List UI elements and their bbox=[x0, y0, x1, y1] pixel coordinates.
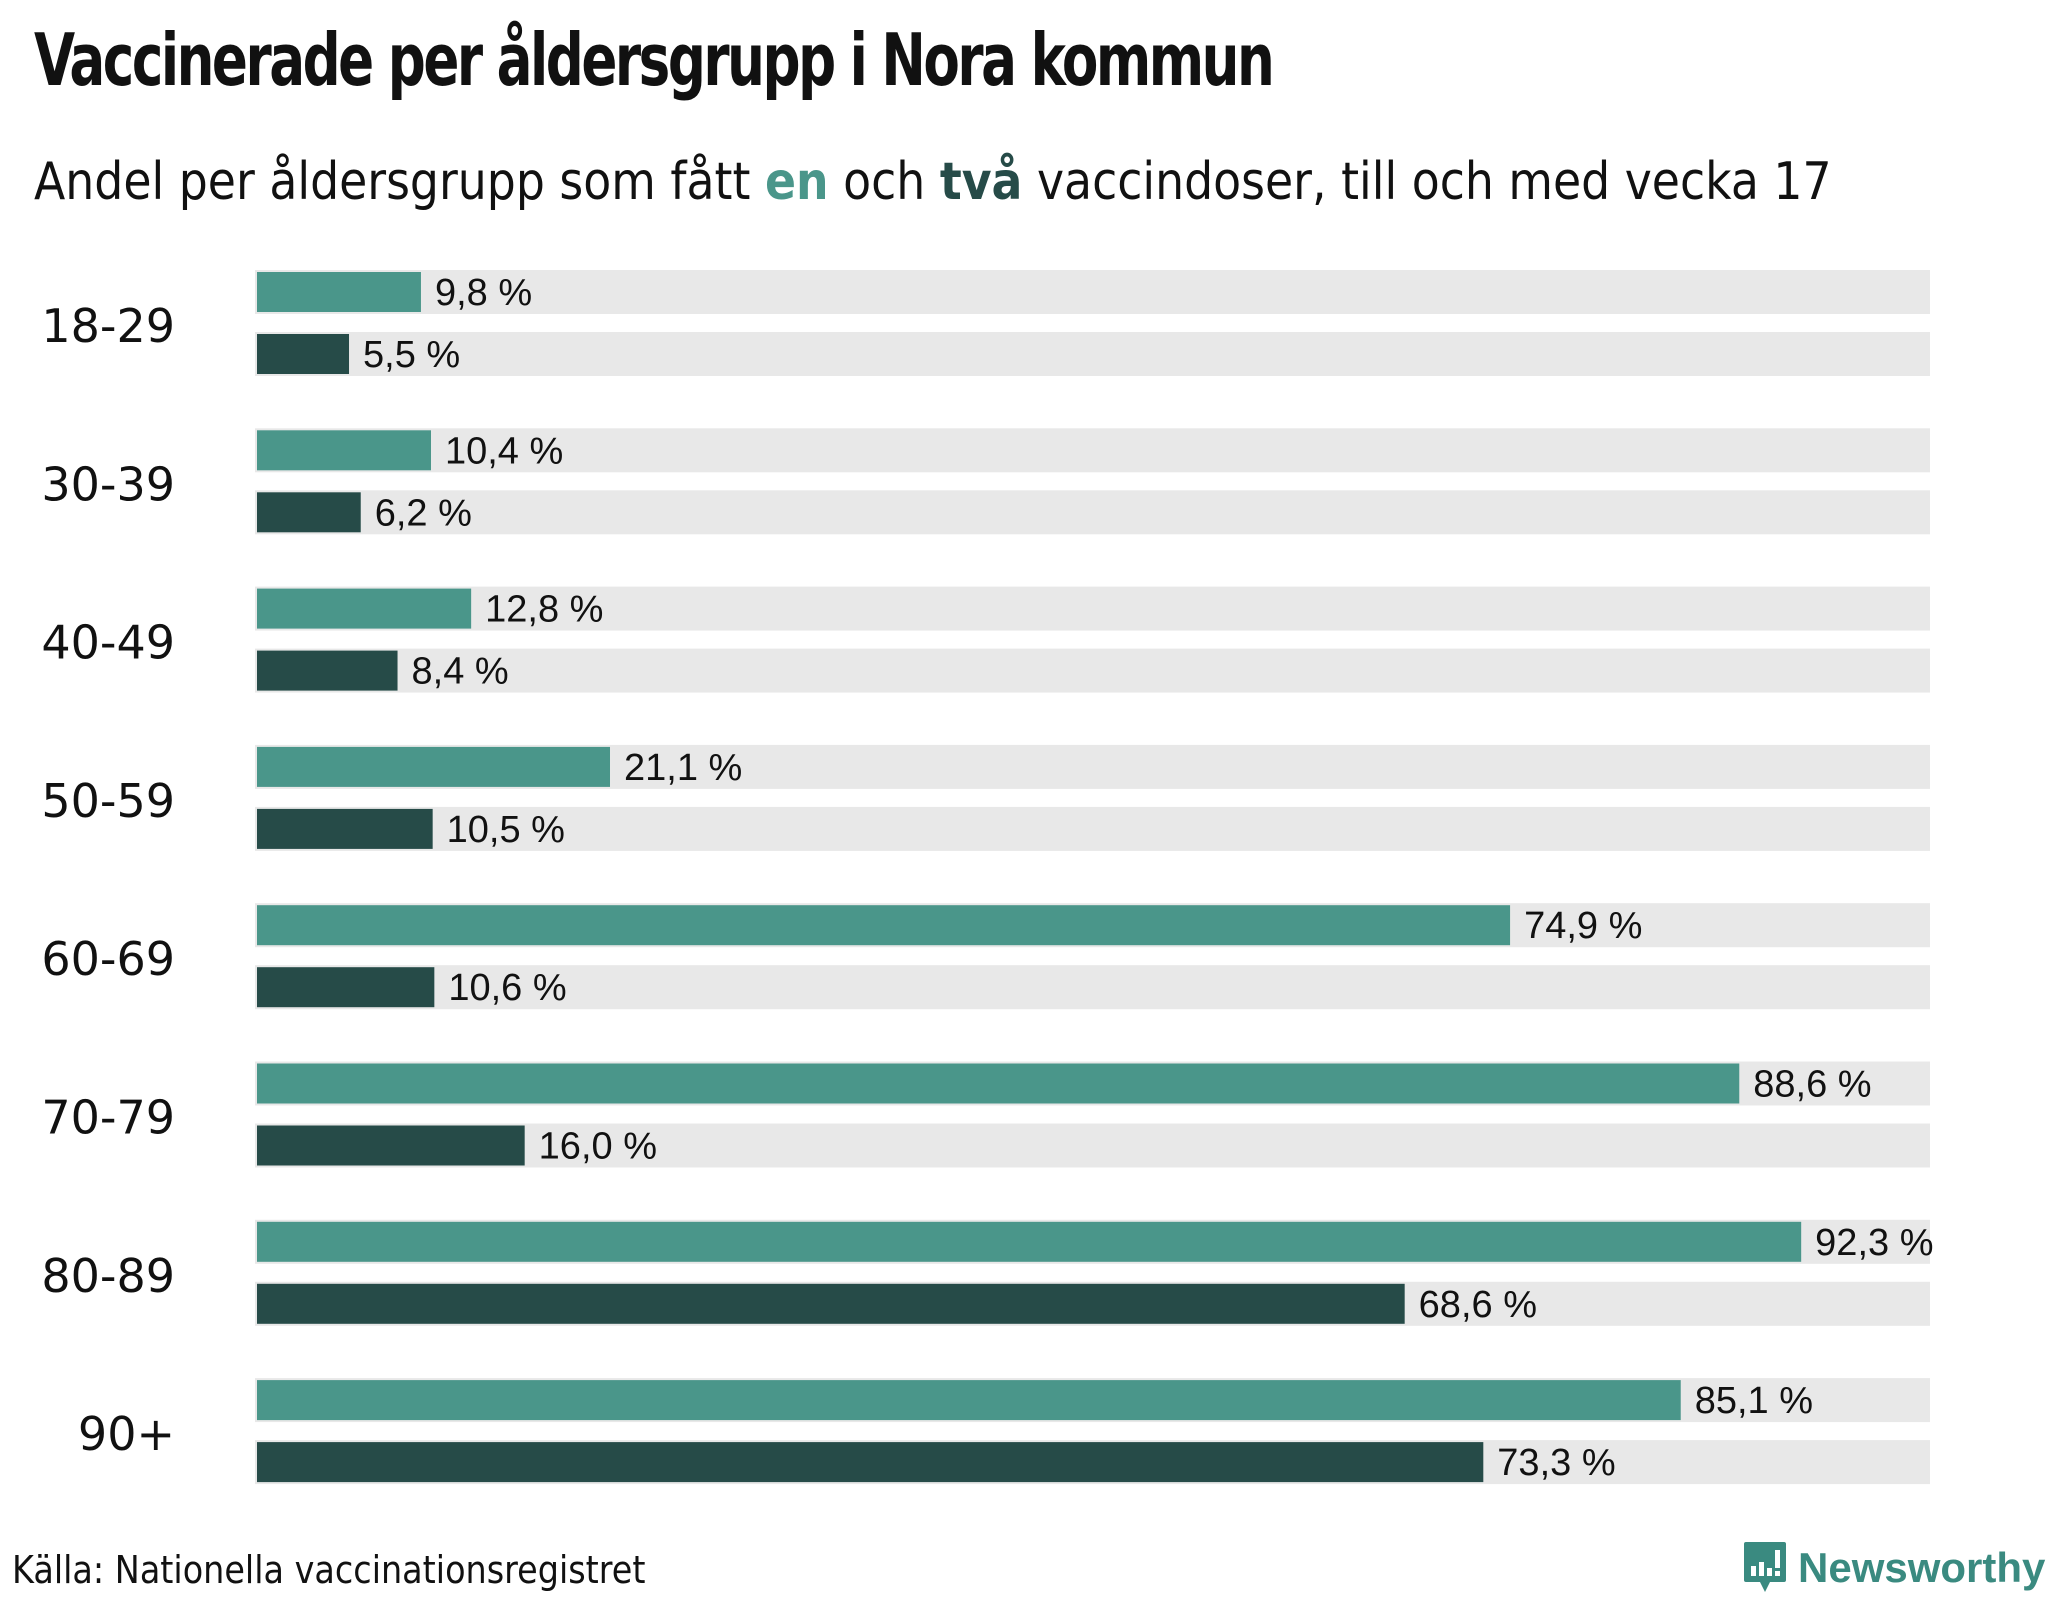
bar-track bbox=[255, 332, 1930, 376]
category-label: 70-79 bbox=[41, 1091, 175, 1145]
value-label: 92,3 % bbox=[1815, 1222, 1933, 1264]
bar-two-doses bbox=[257, 808, 433, 849]
bar-track bbox=[255, 965, 1930, 1010]
bar-one-dose bbox=[257, 430, 431, 471]
bar-track bbox=[255, 1123, 1930, 1168]
source-note: Källa: Nationella vaccinationsregistret bbox=[12, 1548, 646, 1592]
value-label: 10,6 % bbox=[448, 967, 566, 1009]
bar-two-doses bbox=[257, 334, 350, 374]
value-label: 16,0 % bbox=[539, 1126, 657, 1168]
bar-one-dose bbox=[257, 1221, 1802, 1262]
bar-group-60-69: 60-69 74,9 % 10,6 % bbox=[41, 903, 1930, 1010]
category-label: 50-59 bbox=[41, 774, 175, 828]
bar-one-dose bbox=[257, 1380, 1681, 1421]
category-label: 18-29 bbox=[41, 299, 175, 353]
bar-two-doses bbox=[257, 492, 361, 533]
bar-group-90+: 90+ 85,1 % 73,3 % bbox=[78, 1378, 1930, 1485]
bar-track bbox=[255, 806, 1930, 851]
value-label: 10,4 % bbox=[445, 430, 563, 472]
subtitle-text-2: och bbox=[828, 152, 940, 212]
bar-two-doses bbox=[257, 1283, 1405, 1324]
bar-one-dose bbox=[257, 272, 421, 312]
value-label: 10,5 % bbox=[447, 809, 565, 851]
category-label: 80-89 bbox=[41, 1249, 175, 1303]
value-label: 73,3 % bbox=[1497, 1442, 1615, 1484]
bar-one-dose bbox=[257, 588, 472, 629]
legend-two-doses: två bbox=[939, 152, 1023, 212]
value-label: 74,9 % bbox=[1524, 905, 1642, 947]
bar-track bbox=[255, 586, 1930, 631]
bar-one-dose bbox=[257, 1063, 1740, 1104]
bar-track bbox=[255, 270, 1930, 314]
logo-text: Newsworthy bbox=[1798, 1544, 2046, 1591]
value-label: 6,2 % bbox=[375, 492, 472, 534]
legend-one-dose: en bbox=[764, 152, 829, 212]
bar-two-doses bbox=[257, 1442, 1484, 1483]
category-label: 90+ bbox=[78, 1407, 175, 1461]
bar-group-80-89: 80-89 92,3 % 68,6 % bbox=[41, 1219, 1933, 1326]
value-label: 88,6 % bbox=[1753, 1064, 1871, 1106]
bar-two-doses bbox=[257, 650, 398, 691]
bar-two-doses bbox=[257, 1125, 525, 1166]
value-label: 9,8 % bbox=[435, 272, 532, 314]
value-label: 5,5 % bbox=[363, 334, 460, 376]
value-label: 85,1 % bbox=[1695, 1380, 1813, 1422]
bar-group-40-49: 40-49 12,8 % 8,4 % bbox=[41, 586, 1930, 693]
bar-group-18-29: 18-29 9,8 % 5,5 % bbox=[41, 270, 1930, 376]
bar-group-70-79: 70-79 88,6 % 16,0 % bbox=[41, 1061, 1930, 1168]
category-label: 60-69 bbox=[41, 932, 175, 986]
bar-track bbox=[255, 490, 1930, 535]
subtitle-text-3: vaccindoser, till och med vecka 17 bbox=[1022, 152, 1832, 212]
category-label: 40-49 bbox=[41, 616, 175, 670]
bar-group-50-59: 50-59 21,1 % 10,5 % bbox=[41, 744, 1930, 851]
category-label: 30-39 bbox=[41, 457, 175, 511]
bar-track bbox=[255, 648, 1930, 693]
newsworthy-chart-bubble-icon bbox=[1744, 1542, 1786, 1592]
bar-group-30-39: 30-39 10,4 % 6,2 % bbox=[41, 428, 1930, 535]
chart-title: Vaccinerade per åldersgrupp i Nora kommu… bbox=[34, 18, 1275, 102]
value-label: 8,4 % bbox=[412, 651, 509, 693]
value-label: 68,6 % bbox=[1419, 1284, 1537, 1326]
value-label: 12,8 % bbox=[485, 589, 603, 631]
value-label: 21,1 % bbox=[624, 747, 742, 789]
bar-one-dose bbox=[257, 746, 611, 787]
bar-one-dose bbox=[257, 905, 1511, 946]
chart-subtitle: Andel per åldersgrupp som fått en och tv… bbox=[34, 152, 1832, 212]
newsworthy-logo: Newsworthy bbox=[1742, 1540, 2045, 1596]
subtitle-text-1: Andel per åldersgrupp som fått bbox=[34, 152, 765, 212]
bar-track bbox=[255, 428, 1930, 473]
bar-two-doses bbox=[257, 967, 435, 1008]
